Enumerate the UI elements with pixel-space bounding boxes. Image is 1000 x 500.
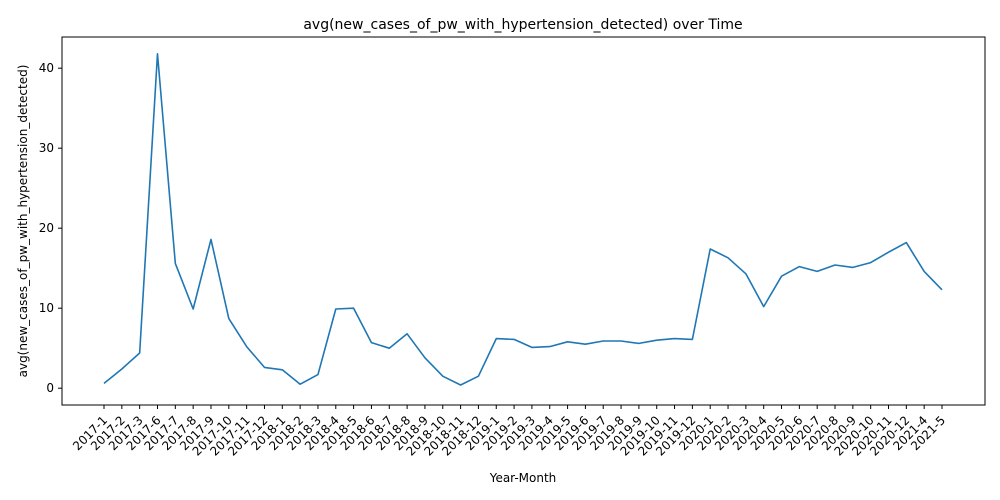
y-tick-label: 40 [39, 61, 54, 75]
y-tick-label: 0 [46, 381, 54, 395]
plot-area [103, 52, 943, 386]
series-line [103, 52, 943, 386]
x-axis-title: Year-Month [489, 471, 557, 485]
chart-title: avg(new_cases_of_pw_with_hypertension_de… [303, 17, 742, 33]
y-axis-title: avg(new_cases_of_pw_with_hypertension_de… [16, 65, 30, 378]
y-tick-label: 10 [39, 301, 54, 315]
axes-frame [61, 36, 986, 406]
y-axis: 0 10 20 30 40 [39, 61, 62, 395]
y-tick-label: 30 [39, 141, 54, 155]
y-tick-label: 20 [39, 221, 54, 235]
